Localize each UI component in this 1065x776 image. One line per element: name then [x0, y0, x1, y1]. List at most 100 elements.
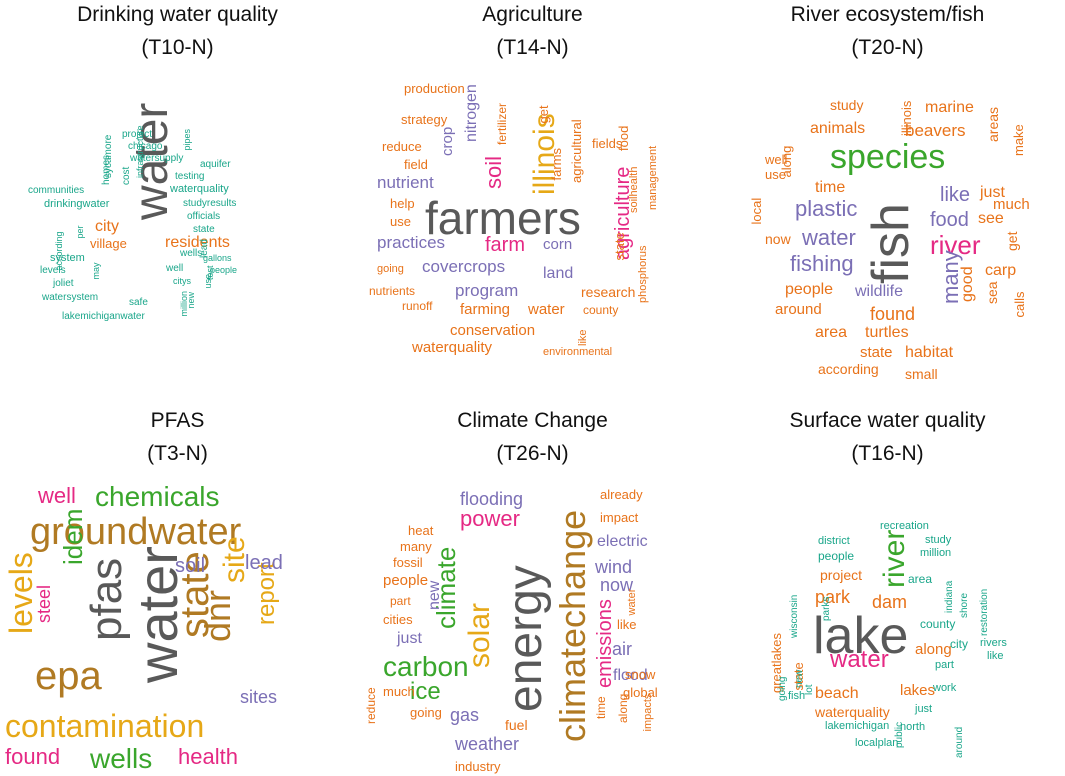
cloud-word: sea — [984, 281, 1000, 304]
cloud-word: nutrients — [369, 284, 416, 298]
cloud-word: carbon — [383, 651, 469, 682]
cloud-word: cities — [383, 612, 413, 627]
cloud-word: restoration — [979, 588, 990, 636]
cloud-word: soil — [175, 555, 206, 577]
cloud-word: fuel — [505, 717, 528, 733]
panel-code: (T26-N) — [496, 442, 569, 465]
cloud-word: dnr — [197, 589, 238, 642]
cloud-word: wells — [180, 248, 203, 259]
cloud-word: environmental — [543, 346, 613, 358]
cloud-word: per — [75, 225, 85, 239]
cloud-word: county — [583, 303, 619, 317]
cloud-word: along — [616, 693, 630, 723]
cloud-word: get — [536, 105, 551, 124]
cloud-word: system — [50, 252, 85, 264]
cloud-word: found — [5, 744, 61, 769]
cloud-word: fish — [788, 690, 806, 702]
cloud-word: part — [935, 659, 954, 671]
cloud-word: citys — [173, 276, 191, 286]
cloud-word: going — [410, 705, 442, 720]
word-cloud: water residents city village drinkingwater co… — [0, 0, 355, 388]
cloud-word: waterquality — [170, 183, 229, 195]
cloud-word: turtles — [865, 324, 909, 341]
cloud-word: studyresults — [183, 198, 237, 209]
cloud-word: wildlife — [855, 283, 904, 300]
cloud-word: now — [600, 575, 634, 595]
cloud-word: industry — [455, 759, 501, 774]
cloud-word: reduce — [382, 139, 422, 154]
cloud-word: cost — [121, 166, 132, 185]
cloud-word: city — [95, 218, 119, 235]
cloud-word: production — [404, 81, 465, 96]
cloud-word: epa — [35, 654, 102, 698]
cloud-word: habitat — [905, 344, 954, 361]
cloud-word: solar — [463, 602, 496, 668]
cloud-word: flooding — [460, 489, 524, 509]
cloud-word: phosphorus — [637, 245, 649, 304]
cloud-word: beach — [815, 685, 859, 702]
cloud-word: along — [779, 145, 794, 178]
cloud-word: wind — [595, 557, 633, 577]
cloud-word: according — [54, 231, 64, 271]
cloud-word: use — [203, 273, 213, 289]
cloud-word: park — [815, 587, 851, 607]
cloud-word: lot — [804, 684, 815, 695]
cloud-word: levels — [40, 265, 66, 276]
cloud-word: get — [1004, 231, 1020, 251]
cloud-word: small — [905, 366, 938, 382]
cloud-word: impact — [600, 510, 639, 525]
panel-drinking-water-quality: Drinking water quality (T10-N) water resi… — [0, 0, 355, 388]
cloud-word: farms — [549, 148, 564, 181]
cloud-word: like — [987, 650, 1004, 662]
cloud-word: area — [908, 572, 933, 586]
cloud-word: new — [794, 669, 805, 688]
cloud-word: pfas — [82, 557, 131, 641]
panel-agriculture: Agriculture (T14-N) farmers illinois soil f… — [355, 0, 710, 388]
cloud-word: ice — [410, 678, 441, 705]
cloud-word: infrastructure — [135, 125, 145, 178]
cloud-word: farming — [460, 301, 511, 318]
cloud-word: electric — [597, 533, 648, 550]
cloud-word: already — [600, 487, 643, 502]
panel-river-ecosystem-fish: River ecosystem/fish (T20-N) fish species… — [710, 0, 1065, 388]
cloud-word: state — [193, 224, 215, 235]
word-cloud: farmers illinois soil farm agriculture coverc… — [355, 0, 710, 388]
cloud-word: river — [878, 529, 911, 588]
cloud-word: well — [765, 152, 788, 167]
word-cloud: energy climatechange solar climate carbon ice… — [355, 388, 710, 776]
cloud-word: lake — [813, 607, 909, 665]
cloud-word: project — [820, 567, 863, 583]
cloud-word: pipes — [182, 128, 192, 151]
cloud-word: chicago — [128, 141, 163, 152]
cloud-word: around — [954, 726, 965, 758]
cloud-word: crop — [439, 126, 456, 156]
cloud-word: waterquality — [815, 704, 890, 720]
cloud-word: much — [383, 684, 415, 699]
cloud-word: soilhealth — [628, 166, 640, 213]
cloud-word: energy — [499, 565, 552, 712]
cloud-word: area — [815, 324, 848, 341]
word-cloud: water pfas groundwater state epa dnr levels con… — [0, 388, 355, 776]
panel-title: Surface water quality — [789, 409, 986, 432]
panel-code: (T10-N) — [141, 36, 214, 59]
cloud-word: going — [377, 263, 404, 275]
cloud-word: management — [647, 145, 659, 210]
cloud-word: work — [933, 682, 957, 694]
cloud-word: project — [122, 129, 153, 140]
cloud-word: health — [178, 744, 238, 769]
cloud-word: idem — [58, 508, 88, 565]
cloud-word: plastic — [795, 196, 858, 221]
cloud-word: time — [815, 179, 846, 196]
cloud-word: water — [626, 588, 638, 616]
panel-code: (T20-N) — [851, 36, 924, 59]
panel-code: (T14-N) — [496, 36, 569, 59]
word-cloud: lake river water park dam project along beach la… — [710, 388, 1065, 776]
cloud-word: wisconsin — [789, 594, 800, 638]
cloud-word: along — [915, 641, 952, 658]
cloud-word: fields — [592, 136, 623, 151]
cloud-word: testing — [175, 171, 205, 182]
cloud-word: lakemichigan — [825, 720, 890, 732]
cloud-word: steel — [34, 584, 54, 623]
cloud-word: may — [91, 262, 101, 280]
cloud-word: just — [397, 630, 422, 647]
